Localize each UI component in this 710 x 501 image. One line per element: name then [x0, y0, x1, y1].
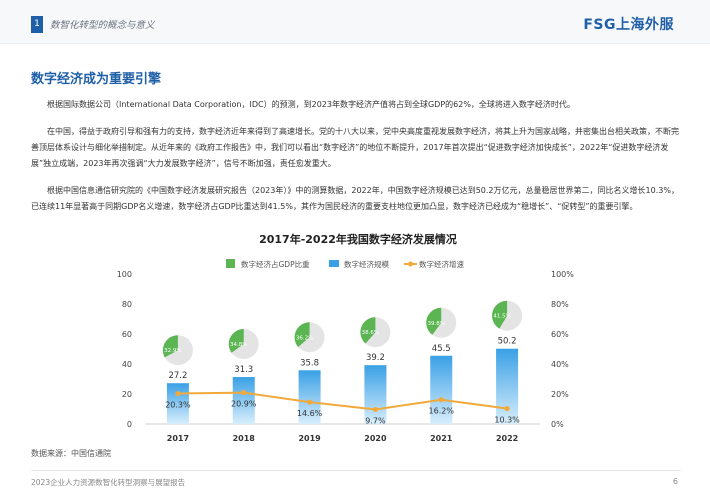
bar-2018	[232, 377, 255, 424]
pie-label-2018: 34.8%	[230, 342, 247, 348]
x-tick-2019: 2019	[298, 434, 321, 443]
left-axis-tick: 60	[122, 330, 132, 339]
growth-line	[177, 391, 508, 411]
logo-latin: FSG	[583, 17, 616, 33]
pie-slice-2019	[294, 322, 310, 348]
right-axis-tick: 100%	[551, 270, 574, 279]
paragraph-3: 根据中国信息通信研究院的《中国数字经济发展研究报告（2023年）》中的测算数据，…	[31, 186, 679, 211]
growth-point-2021	[438, 397, 444, 403]
pie-label-2021: 39.8%	[428, 321, 445, 327]
section-title: 数智化转型的概念与意义	[50, 20, 155, 31]
growth-label-2022: 10.3%	[494, 416, 520, 425]
paragraph-2: 在中国，得益于政府引导和强有力的支持，数字经济近年来得到了高速增长。党的十八大以…	[31, 127, 679, 168]
company-logo: FSG上海外服	[583, 14, 674, 34]
bar-label-2022: 50.2	[498, 337, 517, 347]
growth-point-2020	[372, 406, 379, 413]
legend-swatch-pie	[226, 259, 235, 268]
chart-title: 2017年-2022年我国数字经济发展情况	[259, 232, 457, 246]
right-axis-tick: 0%	[551, 420, 564, 429]
section-number-badge: 1	[31, 16, 43, 33]
x-tick-2018: 2018	[233, 434, 256, 443]
bar-label-2018: 31.3	[234, 365, 253, 375]
legend-swatch-bar	[329, 260, 339, 267]
pie-slice-2018	[228, 329, 244, 353]
legend-label-1: 数字经济规模	[344, 259, 389, 269]
bar-label-2021: 45.5	[432, 344, 451, 354]
bar-label-2019: 35.8	[300, 358, 319, 368]
pie-label-2022: 41.5%	[493, 314, 510, 320]
page-title: 数字经济成为重要引擎	[31, 72, 162, 87]
right-axis-tick: 20%	[551, 390, 569, 399]
x-tick-2022: 2022	[496, 434, 518, 443]
bar-2020	[364, 365, 387, 424]
paragraph-1: 根据国际数据公司（International Data Corporation，…	[47, 100, 575, 109]
bar-label-2017: 27.2	[168, 371, 187, 381]
x-tick-2021: 2021	[430, 434, 453, 443]
bar-2021	[430, 355, 453, 424]
pie-slice-2021	[426, 307, 442, 335]
x-tick-2017: 2017	[167, 434, 189, 443]
left-axis-tick: 80	[122, 300, 132, 309]
pie-label-2017: 32.9%	[164, 348, 181, 354]
bar-label-2020: 39.2	[366, 353, 385, 363]
pie-slice-2020	[360, 317, 376, 344]
legend-label-2: 数字经济增速	[419, 259, 464, 269]
growth-point-2019	[306, 399, 313, 405]
growth-point-2018	[241, 390, 247, 396]
page-number: 6	[672, 477, 678, 486]
pie-label-2019: 36.2%	[296, 335, 313, 341]
footer-report-title: 2023企业人力资源数智化转型洞察与展望报告	[31, 478, 186, 487]
legend-swatch-line-marker	[408, 261, 413, 267]
right-axis-tick: 60%	[551, 330, 569, 339]
bar-2019	[298, 370, 321, 424]
growth-point-2017	[175, 390, 181, 397]
left-axis-tick: 100	[117, 270, 132, 279]
left-axis-tick: 20	[122, 390, 132, 399]
header-band: 1 数智化转型的概念与意义 FSG上海外服	[0, 0, 710, 44]
data-source-note: 数据来源：中国信通院	[31, 449, 111, 458]
pie-slice-2017	[162, 335, 178, 358]
right-axis-tick: 80%	[551, 300, 569, 309]
growth-label-2017: 20.3%	[165, 401, 191, 410]
left-axis-tick: 0	[127, 420, 132, 429]
pie-label-2020: 38.6%	[362, 330, 379, 336]
growth-label-2018: 20.9%	[231, 400, 257, 409]
x-tick-2020: 2020	[364, 434, 387, 443]
pie-slice-2022	[492, 300, 508, 329]
growth-label-2020: 9.7%	[365, 416, 386, 425]
bar-2022	[496, 348, 519, 424]
growth-label-2021: 16.2%	[429, 407, 455, 416]
legend-label-0: 数字经济占GDP比重	[241, 259, 310, 269]
logo-cn: 上海外服	[616, 17, 674, 33]
right-axis-tick: 40%	[551, 360, 569, 369]
growth-point-2022	[504, 405, 510, 412]
left-axis-tick: 40	[122, 360, 132, 369]
growth-label-2019: 14.6%	[297, 409, 323, 418]
footer-divider	[31, 470, 681, 471]
